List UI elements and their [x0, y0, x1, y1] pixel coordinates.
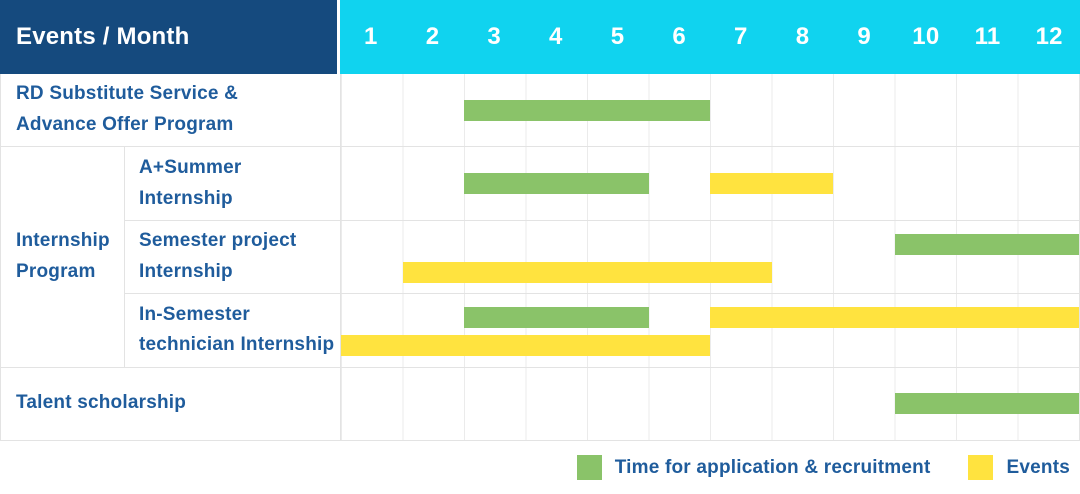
- chart-row-in-semester-technician-internship: [341, 294, 1079, 368]
- row-label-a-summer-internship: A+Summer Internship: [125, 147, 341, 221]
- chart-row-rd-substitute: [341, 74, 1079, 148]
- row-label-talent-scholarship: Talent scholarship: [1, 367, 341, 441]
- event-bar: [341, 335, 710, 357]
- month-header: 2: [425, 23, 440, 50]
- month-header: 12: [1035, 23, 1063, 50]
- month-header: 5: [610, 23, 625, 50]
- month-header: 3: [487, 23, 501, 50]
- month-header-strip: 1 2 3 4 5 6 7 8 9 10 11 12: [340, 0, 1080, 74]
- month-header: 8: [795, 23, 810, 50]
- table-body: RD Substitute Service & Advance Offer Pr…: [0, 74, 1080, 441]
- events-month-header: Events / Month: [0, 0, 340, 74]
- event-bar: [710, 307, 1079, 329]
- chart-row-a-summer-internship: [341, 147, 1079, 221]
- chart-row-talent-scholarship: [341, 367, 1079, 441]
- month-header: 7: [734, 23, 748, 50]
- month-header: 10: [912, 23, 940, 50]
- legend-item-events: Events: [968, 455, 1070, 480]
- application-bar: [464, 307, 649, 329]
- month-header: 11: [974, 23, 1001, 50]
- month-header: 1: [364, 23, 378, 50]
- application-legend-label: Time for application & recruitment: [614, 456, 931, 478]
- application-bar: [464, 173, 649, 195]
- application-bar: [894, 233, 1079, 255]
- events-legend-swatch-icon: [968, 455, 994, 480]
- row-label-rd-substitute: RD Substitute Service & Advance Offer Pr…: [1, 74, 341, 148]
- legend-item-application: Time for application & recruitment: [576, 455, 931, 480]
- application-bar: [464, 99, 710, 121]
- table-header: Events / Month 1 2 3 4 5 6 7 8 9 10 11 1…: [0, 0, 1080, 74]
- application-bar: [894, 393, 1079, 415]
- group-label-internship-program: Internship Program: [1, 147, 125, 368]
- row-label-semester-project-internship: Semester project Internship: [125, 220, 341, 295]
- events-legend-label: Events: [1006, 456, 1070, 478]
- month-header: 4: [549, 23, 563, 50]
- application-legend-swatch-icon: [576, 455, 602, 480]
- chart-row-semester-project-internship: [341, 220, 1079, 295]
- legend: Time for application & recruitment Event…: [0, 441, 1080, 494]
- event-bar: [710, 173, 833, 195]
- row-label-in-semester-technician-internship: In-Semester technician Internship: [125, 294, 341, 368]
- month-header: 9: [857, 23, 871, 50]
- month-header: 6: [672, 23, 686, 50]
- event-bar: [402, 261, 772, 283]
